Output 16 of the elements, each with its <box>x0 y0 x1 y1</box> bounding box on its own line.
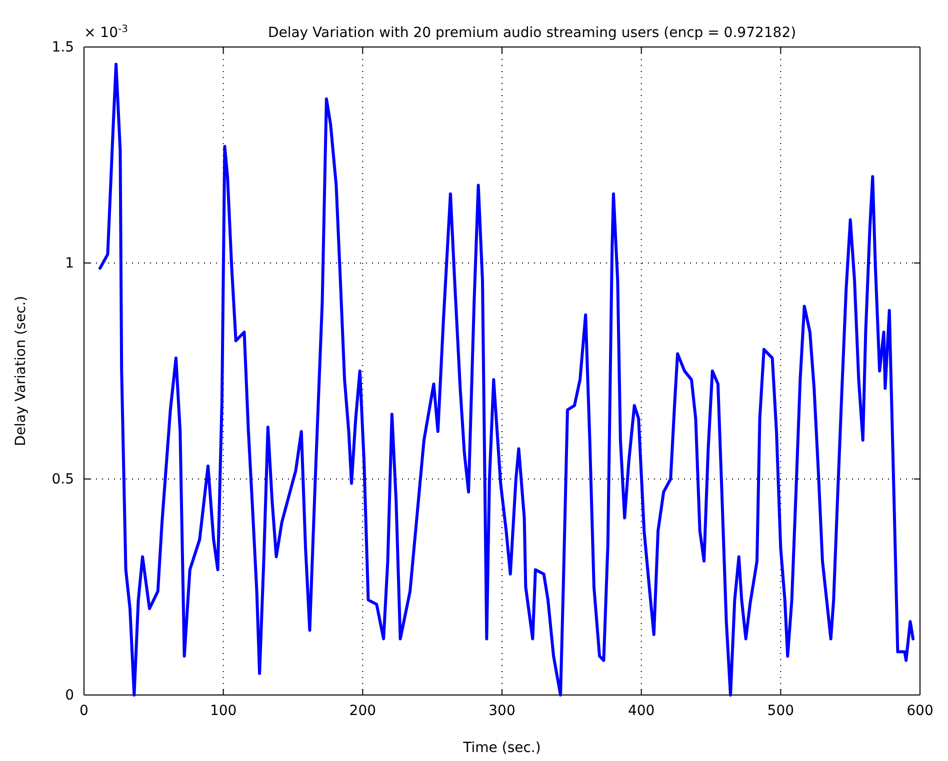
x-tick-label: 400 <box>628 702 655 719</box>
y-tick-label: 0.5 <box>52 471 74 488</box>
line-series <box>98 62 915 696</box>
x-tick-label: 300 <box>488 702 516 719</box>
x-tick-label: 0 <box>80 702 88 719</box>
x-tick-label: 200 <box>349 702 376 719</box>
text: × 10$^{-3}$ <box>84 24 128 41</box>
x-tick-label: 500 <box>767 702 794 719</box>
y-tick-label: 0 <box>65 687 74 704</box>
y-axis-title: Delay Variation (sec.) <box>13 296 29 446</box>
x-tick-label: 600 <box>906 702 934 719</box>
chart-title: Delay Variation with 20 premium audio streaming users (encp = 0.972182) <box>268 25 796 41</box>
x-axis-title: Time (sec.) <box>462 740 541 756</box>
x-tick-label: 100 <box>210 702 237 719</box>
y-tick-label: 1 <box>65 255 74 272</box>
y-tick-label: 1.5 <box>52 39 74 56</box>
